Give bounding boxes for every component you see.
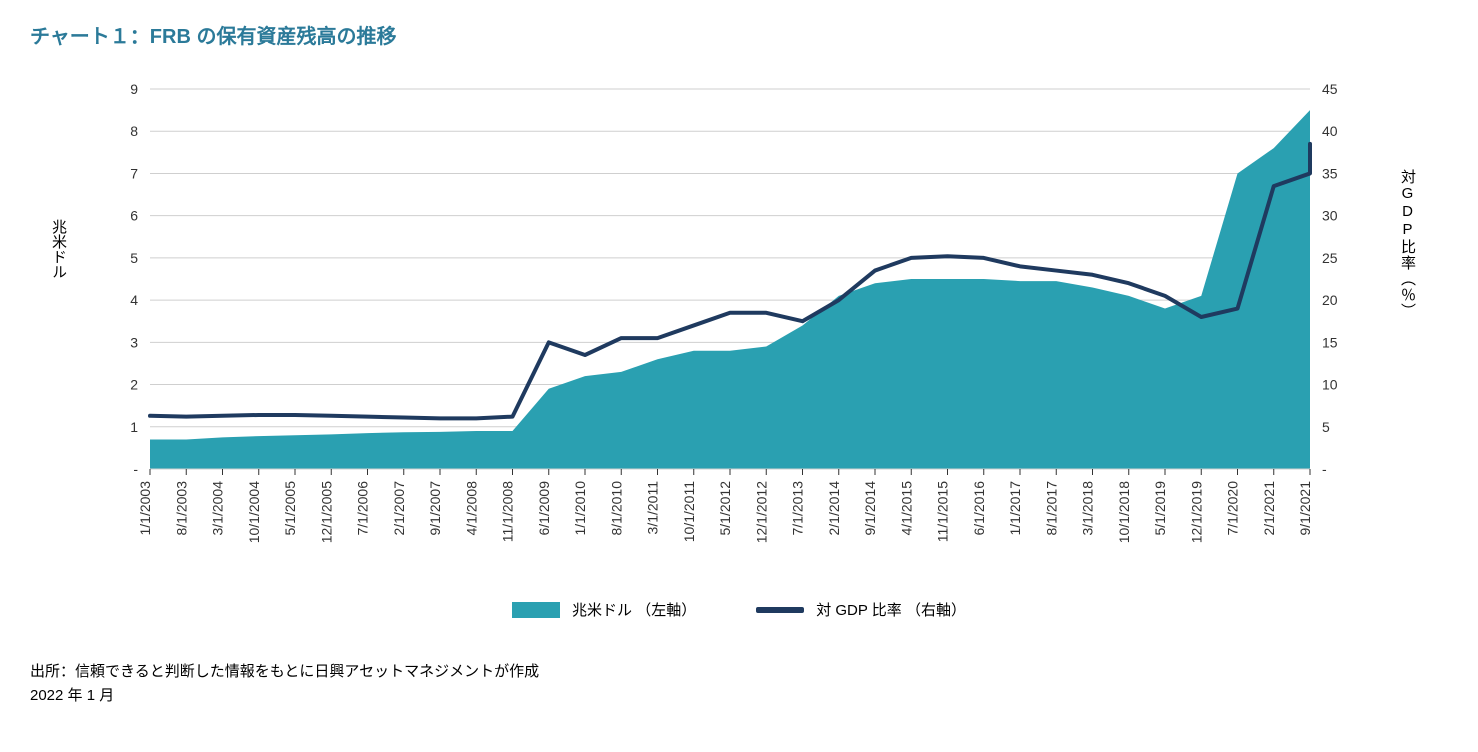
source-line-1: 出所：信頼できると判断した情報をもとに日興アセットマネジメントが作成	[30, 660, 1448, 684]
chart-legend: 兆米ドル （左軸） 対 GDP 比率 （右軸）	[30, 599, 1448, 620]
svg-text:2: 2	[130, 377, 138, 393]
legend-swatch-line	[756, 607, 804, 613]
svg-text:5: 5	[130, 250, 138, 266]
svg-text:2/1/2007: 2/1/2007	[391, 481, 407, 536]
svg-text:8: 8	[130, 123, 138, 139]
svg-text:15: 15	[1322, 334, 1338, 350]
y-axis-right-label: 対GDP比率（％）	[1397, 169, 1418, 319]
svg-text:7/1/2006: 7/1/2006	[355, 481, 371, 536]
legend-line-label: 対 GDP 比率 （右軸）	[816, 599, 966, 620]
svg-text:1/1/2010: 1/1/2010	[572, 481, 588, 536]
svg-text:-: -	[1322, 461, 1327, 477]
svg-text:-: -	[133, 461, 138, 477]
svg-text:4/1/2008: 4/1/2008	[463, 481, 479, 536]
svg-text:7/1/2020: 7/1/2020	[1225, 481, 1241, 536]
svg-text:9/1/2021: 9/1/2021	[1297, 481, 1313, 536]
svg-text:9/1/2007: 9/1/2007	[427, 481, 443, 536]
svg-text:5/1/2005: 5/1/2005	[282, 481, 298, 536]
svg-text:8/1/2003: 8/1/2003	[173, 481, 189, 536]
svg-text:9/1/2014: 9/1/2014	[862, 481, 878, 536]
svg-text:20: 20	[1322, 292, 1338, 308]
svg-text:4: 4	[130, 292, 138, 308]
source-line-2: 2022 年 1 月	[30, 684, 1448, 708]
svg-text:2/1/2021: 2/1/2021	[1261, 481, 1277, 536]
svg-text:1/1/2003: 1/1/2003	[137, 481, 153, 536]
svg-text:10/1/2011: 10/1/2011	[681, 481, 697, 542]
svg-text:3/1/2004: 3/1/2004	[210, 481, 226, 536]
legend-swatch-area	[512, 602, 560, 618]
legend-area-label: 兆米ドル （左軸）	[572, 599, 696, 620]
svg-text:40: 40	[1322, 123, 1338, 139]
svg-text:4/1/2015: 4/1/2015	[898, 481, 914, 536]
y-axis-left-label: 兆米ドル	[48, 219, 69, 279]
svg-text:3: 3	[130, 334, 138, 350]
svg-text:5/1/2012: 5/1/2012	[717, 481, 733, 536]
svg-text:3/1/2011: 3/1/2011	[645, 481, 661, 535]
chart-svg: -123456789-510152025303540451/1/20038/1/…	[70, 69, 1390, 589]
svg-text:11/1/2008: 11/1/2008	[500, 481, 516, 542]
svg-text:5: 5	[1322, 419, 1330, 435]
svg-text:2/1/2014: 2/1/2014	[826, 481, 842, 536]
svg-text:1: 1	[130, 419, 138, 435]
svg-text:8/1/2017: 8/1/2017	[1043, 481, 1059, 536]
svg-text:30: 30	[1322, 208, 1338, 224]
svg-text:10/1/2004: 10/1/2004	[246, 481, 262, 543]
svg-text:35: 35	[1322, 165, 1338, 181]
svg-text:12/1/2019: 12/1/2019	[1188, 481, 1204, 543]
svg-text:6/1/2009: 6/1/2009	[536, 481, 552, 536]
svg-text:6: 6	[130, 208, 138, 224]
svg-text:5/1/2019: 5/1/2019	[1152, 481, 1168, 536]
svg-text:7: 7	[130, 165, 138, 181]
svg-text:10/1/2018: 10/1/2018	[1116, 481, 1132, 543]
svg-text:6/1/2016: 6/1/2016	[971, 481, 987, 536]
svg-text:10: 10	[1322, 377, 1338, 393]
svg-text:45: 45	[1322, 81, 1338, 97]
legend-item-line: 対 GDP 比率 （右軸）	[756, 599, 966, 620]
svg-text:25: 25	[1322, 250, 1338, 266]
chart-container: 兆米ドル 対GDP比率（％） -123456789-51015202530354…	[70, 69, 1390, 589]
legend-item-area: 兆米ドル （左軸）	[512, 599, 696, 620]
svg-text:3/1/2018: 3/1/2018	[1080, 481, 1096, 536]
svg-text:7/1/2013: 7/1/2013	[790, 481, 806, 536]
svg-text:12/1/2012: 12/1/2012	[753, 481, 769, 543]
svg-text:1/1/2017: 1/1/2017	[1007, 481, 1023, 536]
svg-text:9: 9	[130, 81, 138, 97]
svg-text:8/1/2010: 8/1/2010	[608, 481, 624, 536]
chart-source: 出所：信頼できると判断した情報をもとに日興アセットマネジメントが作成 2022 …	[30, 660, 1448, 708]
chart-title: チャート１：FRB の保有資産残高の推移	[30, 20, 1448, 49]
svg-text:12/1/2005: 12/1/2005	[318, 481, 334, 543]
svg-text:11/1/2015: 11/1/2015	[935, 481, 951, 542]
